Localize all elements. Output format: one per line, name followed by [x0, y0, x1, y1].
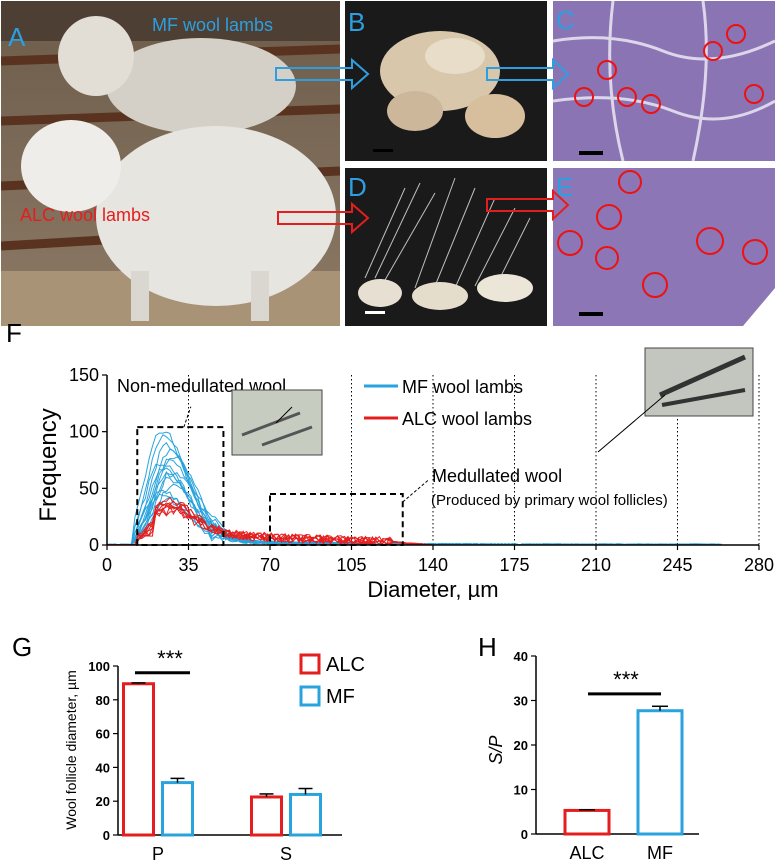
lamb-photo-illustration: [1, 1, 340, 326]
x-tick-label-7: 245: [662, 555, 692, 575]
top-arrows: [275, 57, 570, 235]
sp-ratio-bar-chart: 0 10 20 30 40 S/P ALC MF ***: [486, 649, 699, 860]
dashed-box-non-medullated: [136, 426, 225, 546]
x-tick-label-8: 280: [744, 555, 774, 575]
x-tick-label-5: 175: [499, 555, 529, 575]
alc-curve-1: [106, 500, 432, 546]
inset-med-fiber-1: [658, 354, 747, 398]
mf-curve-0: [106, 431, 722, 546]
h-bar-alc: [563, 808, 611, 836]
g-y-tick-label-5: 100: [88, 659, 110, 674]
x-tick-label-0: 0: [102, 555, 112, 575]
x-tick-label-6: 210: [581, 555, 611, 575]
g-category-label-1: S: [280, 844, 292, 860]
h-bar-mf: [636, 709, 684, 836]
x-axis-title: Diameter, µm: [367, 577, 498, 600]
nonmed-pointer: [183, 406, 192, 428]
g-legend-swatch-1: [299, 685, 321, 707]
mf-arrow-1: [275, 57, 370, 91]
y-tick-label-2: 100: [69, 422, 99, 442]
mf-curve-1: [107, 434, 722, 546]
panel-b-photo: [345, 1, 547, 161]
inset-fiber-2: [261, 425, 313, 447]
alc-arrows: [277, 188, 570, 235]
legend-label-1: ALC wool lambs: [402, 409, 532, 429]
y-axis-title: Frequency: [35, 408, 62, 521]
panel-a-photo: [1, 1, 340, 326]
panel-label-d: D: [348, 172, 367, 202]
fine-wool-sample-illustration: [345, 1, 547, 161]
g-y-tick-label-0: 0: [103, 828, 110, 843]
alc-arrow-1: [277, 201, 370, 235]
panel-label-b: B: [348, 7, 366, 37]
g-y-tick-label-3: 60: [96, 727, 110, 742]
med-pointer: [402, 480, 429, 503]
h-y-tick-label-3: 30: [514, 694, 528, 709]
y-tick-label-3: 150: [69, 365, 99, 385]
coarse-wool-sample-illustration: [345, 168, 547, 326]
mf-arrow-2: [486, 57, 570, 91]
h-y-tick-label-2: 20: [514, 738, 528, 753]
g-legend-swatch-0: [299, 653, 321, 675]
g-legend-label-1: MF: [326, 686, 355, 708]
x-tick-label-1: 35: [178, 555, 198, 575]
inset-med-fiber-2: [661, 388, 746, 407]
g-significance-label: ***: [157, 646, 183, 671]
panel-label-g: G: [12, 632, 33, 662]
nonmed-inset-pointer: [275, 406, 293, 424]
h-y-axis-title: S/P: [486, 735, 506, 764]
g-y-tick-label-4: 80: [96, 693, 110, 708]
h-y-tick-label-4: 40: [514, 649, 528, 664]
panel-label-f: F: [6, 318, 22, 348]
panel-c-photo: [553, 1, 775, 161]
h-y-tick-label-0: 0: [521, 827, 528, 842]
alc-lambs-caption: ALC wool lambs: [20, 205, 151, 225]
g-legend-label-0: ALC: [326, 654, 365, 676]
diameter-frequency-chart: 0 35 70 105 140 175 210 245 280 0 50 100 150 Diameter…: [35, 347, 774, 600]
legend-label-0: MF wool lambs: [402, 377, 523, 397]
panel-label-h: H: [478, 632, 497, 662]
y-tick-label-1: 50: [79, 478, 99, 498]
panel-label-c: C: [556, 5, 575, 35]
g-bar-mf-s: [289, 792, 322, 837]
g-bar-mf-p: [161, 781, 194, 837]
med-annotation: Medullated wool: [432, 466, 562, 486]
panel-label-e: E: [556, 172, 574, 202]
x-tick-label-4: 140: [418, 555, 448, 575]
mf-arrows: [275, 57, 570, 91]
med-sub-annotation: (Produced by primary wool follicles): [431, 492, 668, 509]
panel-d-photo: [345, 168, 547, 326]
h-significance-label: ***: [613, 667, 639, 692]
follicle-diameter-bar-chart: 0 20 40 60 80 100 Wool follicle diameter, µm P S…: [63, 646, 365, 860]
dashed-box-medullated: [269, 493, 404, 546]
alc-follicle-histology-illustration: [553, 168, 775, 326]
h-category-label-0: ALC: [569, 843, 604, 860]
h-y-tick-label-1: 10: [514, 783, 528, 798]
panel-label-a: A: [8, 22, 26, 52]
g-category-label-0: P: [152, 844, 164, 860]
g-bar-alc-s: [250, 795, 283, 837]
h-category-label-1: MF: [647, 843, 673, 860]
g-y-tick-label-2: 40: [96, 760, 110, 775]
g-y-axis-title: Wool follicle diameter, µm: [63, 670, 79, 830]
mf-lambs-caption: MF wool lambs: [152, 15, 274, 35]
med-inset-pointer: [597, 394, 666, 453]
mf-follicle-histology-illustration: [553, 1, 775, 161]
y-tick-label-0: 0: [89, 535, 99, 555]
alc-arrow-2: [486, 188, 570, 222]
panel-e-photo: [553, 168, 775, 326]
g-y-tick-label-1: 20: [96, 794, 110, 809]
x-tick-label-2: 70: [260, 555, 280, 575]
x-tick-label-3: 105: [336, 555, 366, 575]
inset-fiber-1: [241, 411, 301, 437]
g-bar-alc-p: [122, 682, 155, 837]
mf-curve-8: [106, 476, 722, 546]
